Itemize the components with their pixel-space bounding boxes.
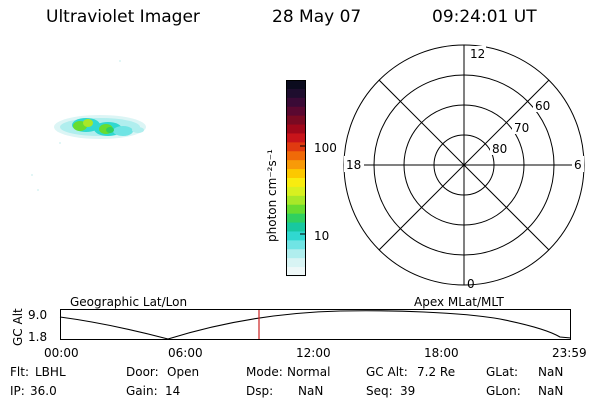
flt-label: Flt: xyxy=(10,365,29,379)
timeline-x-tick-0600: 06:00 xyxy=(168,346,203,360)
glon-value: NaN xyxy=(538,384,564,398)
observation-time: 09:24:01 UT xyxy=(432,7,537,27)
colorbar-band xyxy=(286,88,306,99)
colorbar-band xyxy=(286,106,306,117)
timeline-frame xyxy=(60,309,571,340)
colorbar-band xyxy=(286,178,306,188)
dsp-label: Dsp: xyxy=(246,384,274,398)
altitude-timeline xyxy=(59,309,572,340)
auroral-image xyxy=(31,60,146,191)
timeline-y-tick-bottom: 1.8 xyxy=(28,330,48,344)
seq-value: 39 xyxy=(400,384,416,398)
instrument-title: Ultraviolet Imager xyxy=(46,7,200,27)
colorbar-band xyxy=(286,222,306,233)
mlt-label-18: 18 xyxy=(346,158,361,172)
timeline-y-tick-top: 9.0 xyxy=(28,308,48,322)
colorbar-band xyxy=(286,186,306,197)
colorbar-band xyxy=(286,204,306,215)
timeline-x-tick-0000: 00:00 xyxy=(44,346,79,360)
polar-diagonal-2 xyxy=(378,79,550,251)
aurora-emission xyxy=(31,60,146,191)
gain-value: 14 xyxy=(165,384,181,398)
gain-label: Gain: xyxy=(126,384,158,398)
door-value: Open xyxy=(167,365,200,379)
altitude-curve xyxy=(59,310,572,340)
colorbar-band xyxy=(286,195,306,206)
lat-label-80: 80 xyxy=(492,142,507,156)
colorbar-unit-label: photon cm⁻²s⁻¹ xyxy=(265,149,279,242)
colorbar-frame xyxy=(286,80,306,276)
mode-value: Normal xyxy=(287,365,331,379)
timeline-left-title: Geographic Lat/Lon xyxy=(70,295,188,309)
ip-value: 36.0 xyxy=(30,384,57,398)
mode-label: Mode: xyxy=(246,365,283,379)
colorbar-tick-10: 10 xyxy=(314,229,330,243)
lat-label-70: 70 xyxy=(514,121,529,135)
ip-label: IP: xyxy=(10,384,25,398)
colorbar-band xyxy=(286,169,306,179)
mlt-label-12: 12 xyxy=(470,47,485,61)
seq-label: Seq: xyxy=(366,384,393,398)
colorbar-band xyxy=(286,151,306,161)
colorbar-band xyxy=(286,97,306,108)
colorbar-band xyxy=(286,133,306,143)
colorbar-band xyxy=(286,258,306,268)
timeline-right-title: Apex MLat/MLT xyxy=(414,295,504,309)
colorbar-band xyxy=(286,80,306,90)
dsp-value: NaN xyxy=(298,384,324,398)
colorbar-band xyxy=(286,231,306,241)
intensity-colorbar xyxy=(286,80,306,277)
observation-date: 28 May 07 xyxy=(272,7,362,27)
door-label: Door: xyxy=(126,365,159,379)
mlt-label-0: 0 xyxy=(467,277,475,291)
gc-alt-label: GC Alt: xyxy=(366,365,408,379)
colorbar-band xyxy=(286,267,306,277)
flt-value: LBHL xyxy=(35,365,66,379)
colorbar-band xyxy=(286,249,306,259)
colorbar-band xyxy=(286,142,306,152)
timeline-y-axis-label: GC Alt xyxy=(11,308,25,346)
colorbar-band xyxy=(286,124,306,135)
mlt-label-6: 6 xyxy=(574,158,582,172)
glat-value: NaN xyxy=(538,365,564,379)
timeline-x-tick-2359: 23:59 xyxy=(552,346,587,360)
colorbar-tick-100: 100 xyxy=(314,141,337,155)
timeline-x-tick-1800: 18:00 xyxy=(424,346,459,360)
lat-label-60: 60 xyxy=(535,99,550,113)
glat-label: GLat: xyxy=(486,365,519,379)
colorbar-band xyxy=(286,160,306,170)
gc-alt-value: 7.2 Re xyxy=(417,365,456,379)
timeline-x-tick-1200: 12:00 xyxy=(296,346,331,360)
colorbar-band xyxy=(286,240,306,250)
polar-plot: 12 6 0 18 60 70 80 xyxy=(343,44,585,291)
glon-label: GLon: xyxy=(486,384,521,398)
colorbar-band xyxy=(286,115,306,126)
colorbar-band xyxy=(286,213,306,224)
